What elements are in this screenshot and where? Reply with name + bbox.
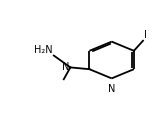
Text: I: I (144, 30, 147, 40)
Text: N: N (62, 62, 69, 72)
Text: H₂N: H₂N (34, 45, 53, 55)
Text: N: N (108, 84, 115, 94)
